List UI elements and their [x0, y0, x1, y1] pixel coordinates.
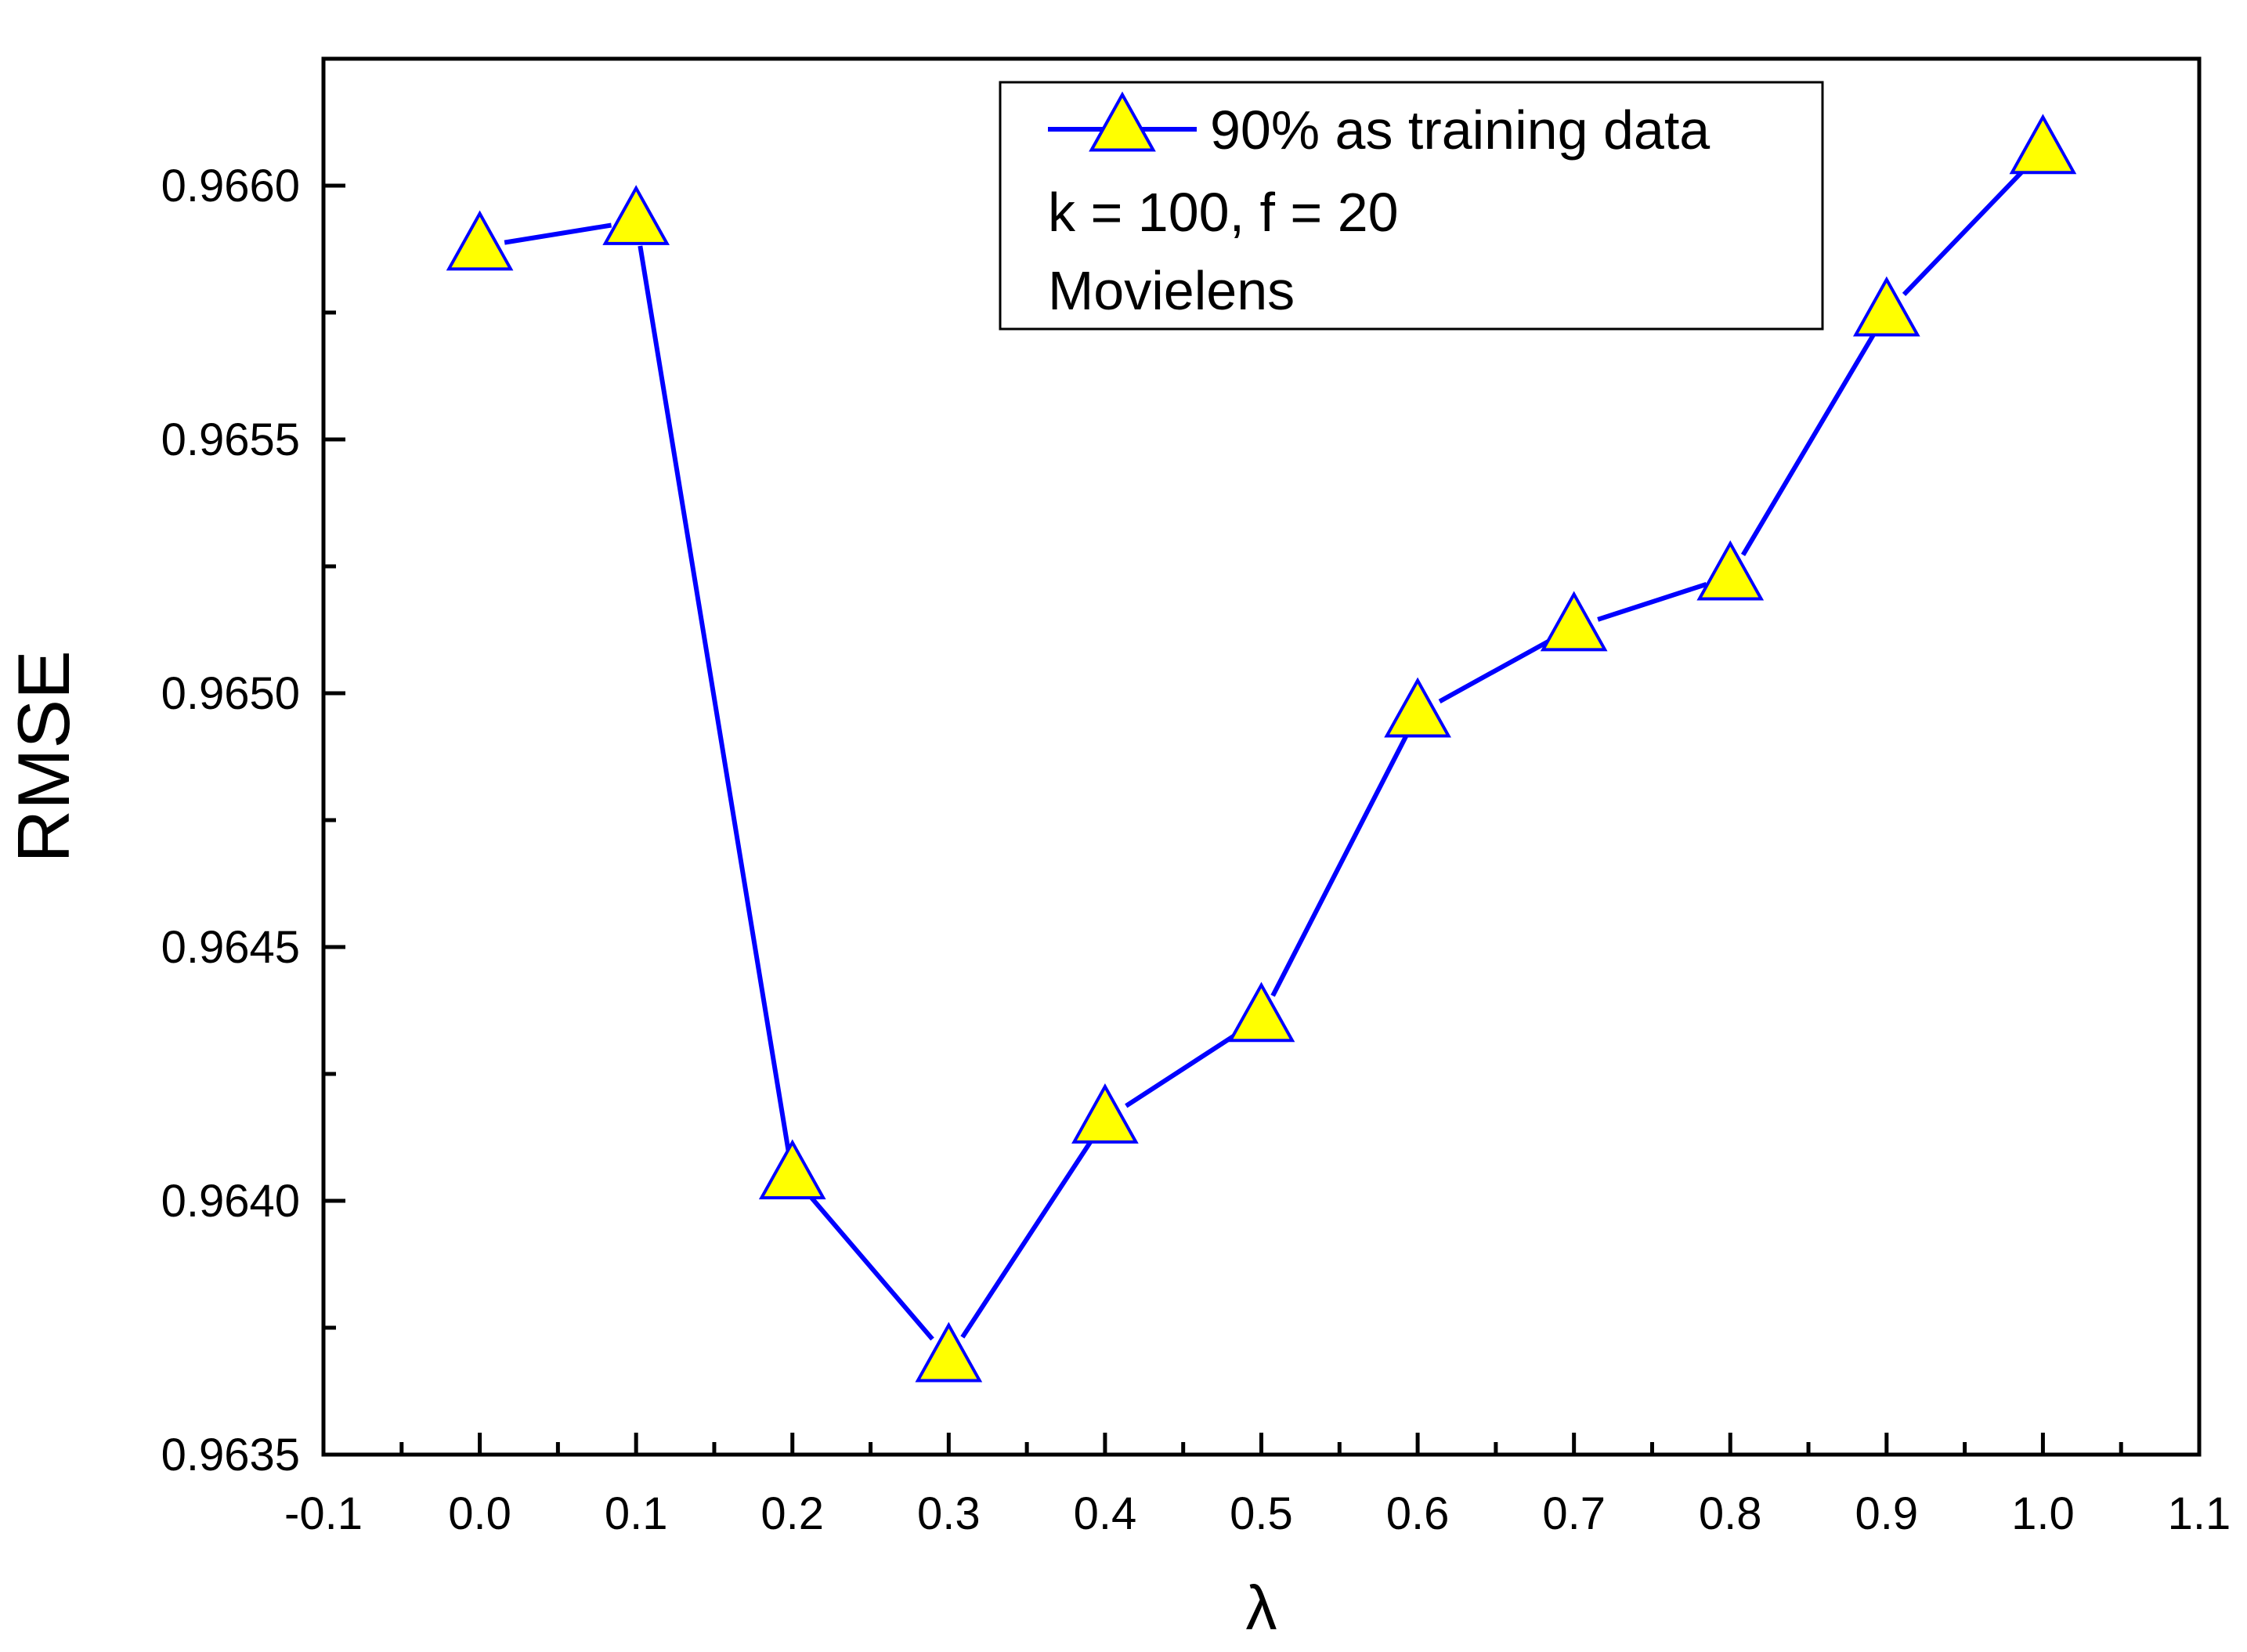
series-line-segment [960, 1139, 1093, 1339]
series-line-segment [504, 222, 612, 245]
x-tick-label: -0.1 [284, 1488, 363, 1539]
x-tick-label: 0.3 [917, 1488, 981, 1539]
x-axis-ticks: -0.1 0.0 0.1 0.2 0.3 0.4 0.5 0.6 0.7 0.8 0.9 1.0 1.1 [284, 1433, 2231, 1539]
x-tick-label: 0.2 [760, 1488, 824, 1539]
x-axis-title: λ [1246, 1573, 1277, 1643]
series-layer [446, 114, 2077, 1383]
y-axis-ticks: 0.9635 0.9640 0.9645 0.9650 0.9655 0.9660 [161, 56, 345, 1480]
legend-series-label: 90% as training data [1210, 99, 1710, 161]
series-line-segment [638, 245, 791, 1151]
y-axis-title: RMSE [2, 650, 85, 863]
series-line-segment [1270, 735, 1409, 997]
legend-triangle-marker [1089, 91, 1156, 152]
data-point-triangle [1852, 276, 1920, 337]
series-line-segment [1597, 581, 1707, 622]
x-tick-label: 1.0 [2011, 1488, 2075, 1539]
data-point-triangle [446, 210, 514, 271]
series-line-segment [1740, 333, 1877, 556]
y-tick-label: 0.9660 [161, 161, 300, 211]
x-tick-label: 0.0 [448, 1488, 511, 1539]
legend-annotation-params: k = 100, f = 20 [1048, 182, 1399, 243]
y-tick-label: 0.9640 [161, 1176, 300, 1227]
y-tick-label: 0.9650 [161, 668, 300, 719]
x-tick-label: 0.1 [605, 1488, 668, 1539]
data-point-triangle [1540, 591, 1608, 652]
legend-annotation-dataset: Movielens [1048, 260, 1295, 321]
series-line-segment [807, 1192, 934, 1341]
y-tick-label: 0.9655 [161, 414, 300, 465]
data-point-triangle [758, 1139, 826, 1200]
series-line-segment [1438, 637, 1554, 704]
x-tick-label: 0.8 [1699, 1488, 1762, 1539]
y-tick-label: 0.9635 [161, 1430, 300, 1480]
x-tick-label: 0.6 [1386, 1488, 1450, 1539]
data-point-triangle [1384, 677, 1451, 738]
data-point-triangle [1071, 1083, 1139, 1144]
data-point-triangle [1696, 540, 1765, 601]
series-line-segment [1125, 1029, 1242, 1108]
data-point-triangle [602, 185, 670, 245]
x-tick-label: 0.9 [1855, 1488, 1919, 1539]
x-tick-label: 1.1 [2168, 1488, 2231, 1539]
x-tick-label: 0.4 [1074, 1488, 1137, 1539]
legend: 90% as training data k = 100, f = 20 Mov… [999, 81, 1824, 331]
y-tick-label: 0.9645 [161, 922, 300, 973]
series-line-segment [1902, 166, 2028, 297]
data-point-triangle [915, 1321, 983, 1383]
x-tick-label: 0.7 [1542, 1488, 1606, 1539]
data-point-triangle [1227, 981, 1295, 1043]
x-tick-label: 0.5 [1230, 1488, 1293, 1539]
data-point-triangle [2009, 114, 2077, 175]
